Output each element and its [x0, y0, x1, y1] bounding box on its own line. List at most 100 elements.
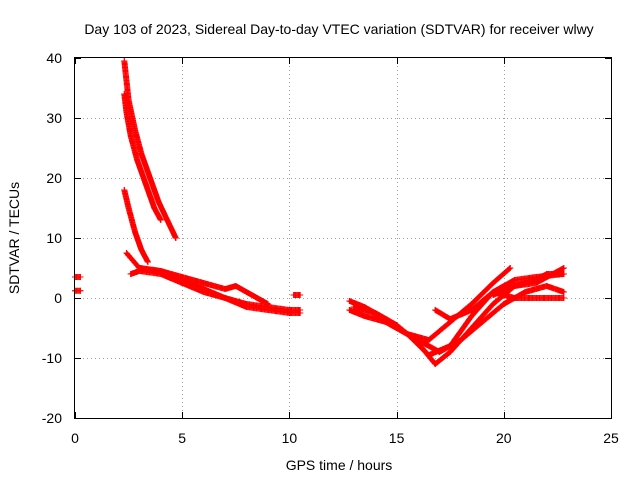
data-point	[350, 304, 357, 310]
data-point	[543, 283, 550, 289]
y-tick-label: 40	[46, 50, 62, 66]
data-point	[254, 295, 261, 301]
y-tick-label: 0	[54, 290, 62, 306]
series-arc-e	[121, 187, 151, 265]
data-point	[447, 349, 454, 355]
data-point	[286, 310, 293, 316]
data-markers	[123, 250, 304, 313]
data-point	[121, 91, 128, 97]
series-arc-c	[121, 58, 179, 241]
y-tick-label: 10	[46, 230, 62, 246]
data-point	[125, 205, 132, 211]
data-point	[136, 265, 143, 271]
data-point	[393, 325, 400, 331]
data-point	[142, 181, 149, 187]
series-arc-d	[121, 91, 164, 223]
data-point	[138, 151, 145, 157]
series-arc-o	[490, 271, 567, 298]
data-point	[127, 133, 134, 139]
data-point	[179, 280, 186, 286]
data-point	[468, 307, 475, 313]
data-point	[560, 265, 567, 271]
data-point	[157, 217, 164, 223]
x-tick-label: 0	[71, 430, 79, 446]
x-tick-label: 25	[603, 430, 619, 446]
y-tick-labels: -20 -10 0 10 20 30 40	[42, 50, 62, 426]
x-axis-label: GPS time / hours	[286, 457, 393, 473]
series-arc-n	[432, 289, 567, 322]
data-point	[490, 301, 497, 307]
series-arc-h	[136, 265, 271, 307]
data-point	[432, 361, 439, 367]
series-arc-f	[123, 250, 304, 313]
data-point	[121, 187, 128, 193]
data-point	[436, 349, 443, 355]
series-arc-a	[72, 274, 84, 280]
data-point	[297, 310, 304, 316]
data-point	[532, 295, 539, 301]
y-tick-label: -10	[42, 350, 62, 366]
data-point	[511, 295, 518, 301]
data-point	[425, 337, 432, 343]
series-arc-j	[346, 265, 514, 343]
data-point	[144, 259, 151, 265]
data-point	[468, 301, 475, 307]
data-point	[532, 277, 539, 283]
data-point	[200, 280, 207, 286]
x-tick-label: 5	[178, 430, 186, 446]
data-point	[147, 175, 154, 181]
data-point	[77, 287, 84, 294]
data-layer	[72, 58, 567, 367]
x-tick-label: 20	[496, 430, 512, 446]
y-tick-label: 30	[46, 110, 62, 126]
data-point	[138, 247, 145, 253]
data-point	[123, 250, 130, 256]
data-point	[243, 289, 250, 295]
data-point	[490, 292, 497, 298]
data-point	[560, 289, 567, 295]
data-point	[121, 58, 128, 64]
data-markers	[346, 265, 514, 343]
data-point	[490, 280, 497, 286]
data-point	[457, 337, 464, 343]
x-tick-label: 15	[389, 430, 405, 446]
data-point	[290, 292, 297, 298]
data-point	[511, 283, 518, 289]
data-point	[132, 127, 139, 133]
series-arc-m	[372, 283, 567, 355]
tick-marks	[75, 58, 612, 419]
data-point	[77, 274, 84, 280]
plot-frame	[74, 57, 612, 419]
data-point	[243, 304, 250, 310]
data-point	[346, 307, 353, 313]
data-point	[164, 217, 171, 223]
data-point	[179, 274, 186, 280]
data-point	[522, 289, 529, 295]
y-tick-label: 20	[46, 170, 62, 186]
data-point	[560, 271, 567, 277]
data-point	[543, 271, 550, 277]
data-point	[222, 286, 229, 292]
data-point	[479, 319, 486, 325]
data-point	[560, 295, 567, 301]
data-point	[232, 283, 239, 289]
data-point	[222, 295, 229, 301]
data-point	[264, 301, 271, 307]
y-axis-label: SDTVAR / TECUs	[6, 182, 22, 294]
data-point	[264, 307, 271, 313]
data-point	[447, 316, 454, 322]
grid	[75, 58, 611, 418]
data-point	[361, 313, 368, 319]
data-point	[132, 229, 139, 235]
data-point	[172, 235, 179, 241]
data-point	[507, 265, 514, 271]
data-point	[151, 205, 158, 211]
series-arc-i	[290, 292, 304, 298]
data-point	[432, 307, 439, 313]
chart-title: Day 103 of 2023, Sidereal Day-to-day VTE…	[84, 21, 593, 37]
data-point	[297, 292, 304, 298]
data-point	[127, 271, 134, 277]
x-tick-label: 10	[282, 430, 298, 446]
data-point	[511, 277, 518, 283]
